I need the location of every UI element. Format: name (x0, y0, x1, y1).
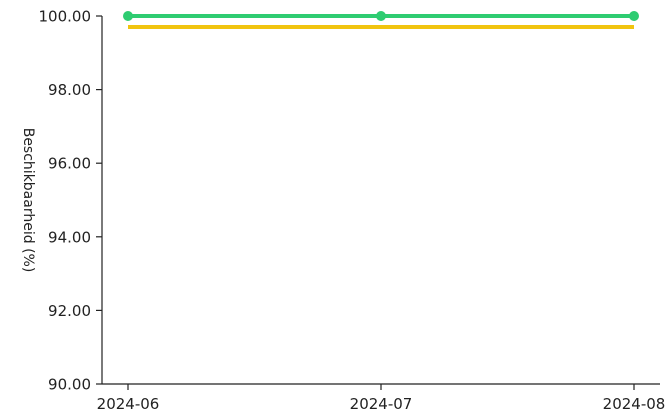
plot-area (123, 11, 639, 30)
x-tick-label: 2024-07 (350, 395, 413, 413)
x-tick-label: 2024-06 (97, 395, 160, 413)
y-tick-label: 94.00 (48, 228, 91, 246)
x-tick-label: 2024-08 (603, 395, 666, 413)
y-axis-ticks: 90.00 92.00 94.00 96.00 98.00 100.00 (39, 8, 102, 394)
y-axis-title: Beschikbaarheid (%) (20, 128, 36, 273)
y-tick-label: 98.00 (48, 81, 91, 99)
y-tick-label: 100.00 (39, 8, 92, 26)
y-tick-label: 96.00 (48, 155, 91, 173)
y-tick-label: 90.00 (48, 376, 91, 394)
data-point-marker (376, 11, 386, 21)
data-point-marker (629, 11, 639, 21)
data-point-marker (123, 11, 133, 21)
series-layer (123, 11, 639, 30)
x-axis-ticks: 2024-06 2024-07 2024-08 (97, 384, 666, 413)
y-tick-label: 92.00 (48, 302, 91, 320)
